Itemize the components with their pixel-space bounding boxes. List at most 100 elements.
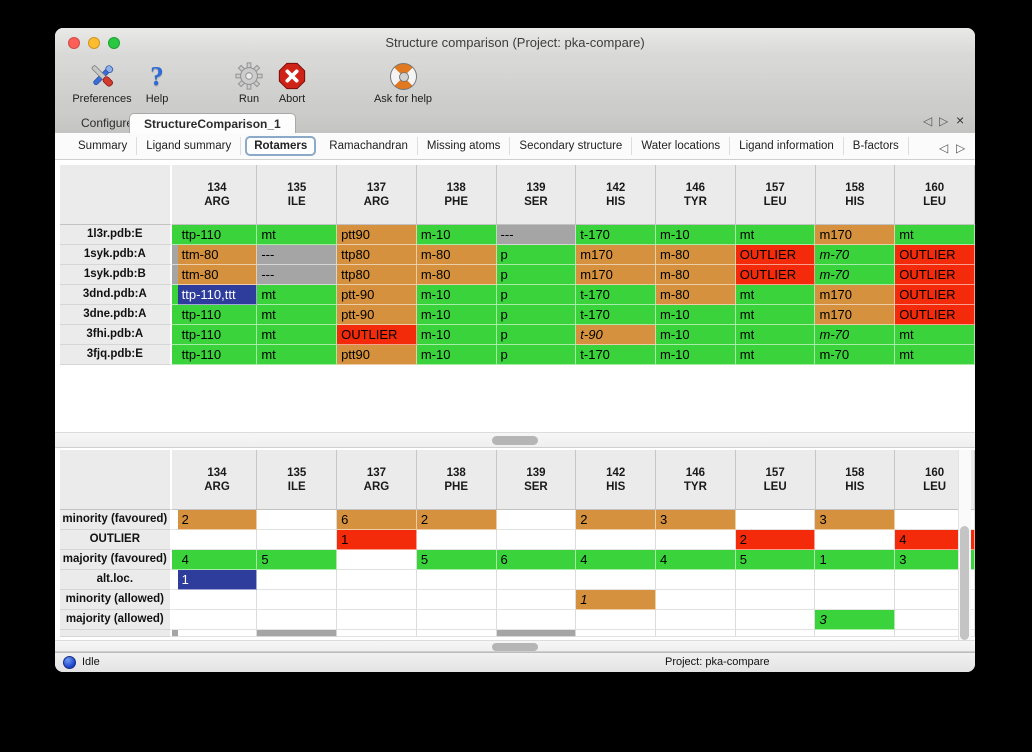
count-cell[interactable] bbox=[496, 510, 577, 530]
column-header[interactable]: 139 SER bbox=[496, 165, 577, 225]
splitter-handle[interactable] bbox=[492, 436, 538, 445]
count-cell[interactable] bbox=[735, 570, 816, 590]
subtab-ligand-information[interactable]: Ligand information bbox=[730, 137, 844, 155]
rotamer-cell[interactable]: m-70 bbox=[815, 265, 896, 285]
count-cell[interactable] bbox=[177, 590, 258, 610]
subtab-b-factors[interactable]: B-factors bbox=[844, 137, 909, 155]
count-cell[interactable]: 5 bbox=[257, 550, 338, 570]
rotamer-cell[interactable]: m170 bbox=[815, 305, 896, 325]
count-cell[interactable]: 6 bbox=[337, 510, 417, 530]
rotamer-cell[interactable]: ttp80 bbox=[337, 245, 417, 265]
count-cell[interactable] bbox=[257, 590, 338, 610]
count-cell[interactable] bbox=[735, 590, 816, 610]
column-header[interactable]: 135 ILE bbox=[257, 450, 338, 510]
count-cell[interactable]: 1 bbox=[576, 590, 657, 610]
bottom-splitter-handle[interactable] bbox=[492, 643, 538, 651]
count-cell[interactable] bbox=[815, 590, 896, 610]
column-header[interactable]: 146 TYR bbox=[656, 165, 736, 225]
count-cell[interactable] bbox=[416, 530, 497, 550]
column-header[interactable]: 142 HIS bbox=[576, 450, 657, 510]
bottom-splitter[interactable] bbox=[55, 640, 975, 652]
column-header[interactable]: 138 PHE bbox=[416, 165, 497, 225]
rotamer-cell[interactable]: m-80 bbox=[656, 285, 736, 305]
count-cell[interactable] bbox=[735, 610, 816, 630]
count-cell[interactable] bbox=[416, 590, 497, 610]
count-cell[interactable]: 4 bbox=[576, 550, 657, 570]
row-header[interactable]: 3fjq.pdb:E bbox=[60, 345, 172, 365]
row-header[interactable]: 1l3r.pdb:E bbox=[60, 225, 172, 245]
rotamer-cell[interactable]: mt bbox=[735, 225, 816, 245]
rotamer-cell[interactable]: m-80 bbox=[416, 265, 497, 285]
rotamer-cell[interactable]: m-10 bbox=[656, 345, 736, 365]
count-cell[interactable] bbox=[895, 510, 975, 530]
subtab-secondary-structure[interactable]: Secondary structure bbox=[510, 137, 633, 155]
count-cell[interactable] bbox=[656, 530, 736, 550]
rotamer-cell[interactable]: OUTLIER bbox=[895, 245, 975, 265]
rotamer-cell[interactable]: mt bbox=[735, 285, 816, 305]
rotamer-cell[interactable]: m170 bbox=[815, 225, 896, 245]
rotamer-cell[interactable]: OUTLIER bbox=[895, 285, 975, 305]
rotamer-cell[interactable]: t-170 bbox=[576, 225, 657, 245]
row-header[interactable]: 3fhi.pdb:A bbox=[60, 325, 172, 345]
column-header[interactable]: 142 HIS bbox=[576, 165, 657, 225]
close-window-button[interactable] bbox=[68, 37, 80, 49]
preferences-button[interactable]: Preferences bbox=[67, 58, 137, 110]
count-cell[interactable]: 6 bbox=[496, 550, 577, 570]
column-header[interactable]: 157 LEU bbox=[735, 165, 816, 225]
count-cell[interactable]: 4 bbox=[656, 550, 736, 570]
count-cell[interactable] bbox=[257, 530, 338, 550]
count-cell[interactable] bbox=[496, 610, 577, 630]
count-cell[interactable]: 5 bbox=[735, 550, 816, 570]
column-header[interactable]: 134 ARG bbox=[177, 450, 258, 510]
rotamer-cell[interactable]: m-70 bbox=[815, 325, 896, 345]
minimize-window-button[interactable] bbox=[88, 37, 100, 49]
rotamer-cell[interactable]: ttp-110 bbox=[177, 325, 258, 345]
rotamer-cell[interactable]: mt bbox=[257, 285, 338, 305]
count-cell[interactable]: 3 bbox=[895, 550, 975, 570]
rotamer-cell[interactable]: m170 bbox=[815, 285, 896, 305]
rotamer-cell[interactable]: ttp-110,ttt bbox=[177, 285, 258, 305]
rotamer-cell[interactable]: m-10 bbox=[656, 305, 736, 325]
prev-tab-icon[interactable]: ◁ bbox=[923, 114, 933, 128]
count-cell[interactable] bbox=[895, 570, 975, 590]
rotamer-cell[interactable]: p bbox=[496, 305, 577, 325]
count-cell[interactable] bbox=[496, 570, 577, 590]
count-cell[interactable] bbox=[416, 610, 497, 630]
row-header[interactable]: alt.loc. bbox=[60, 570, 172, 590]
rotamer-cell[interactable]: t-170 bbox=[576, 305, 657, 325]
rotamer-cell[interactable]: p bbox=[496, 325, 577, 345]
subtab-ligand-summary[interactable]: Ligand summary bbox=[137, 137, 242, 155]
run-button[interactable]: Run bbox=[229, 58, 269, 110]
count-cell[interactable]: 4 bbox=[177, 550, 258, 570]
rotamer-cell[interactable]: ptt90 bbox=[337, 345, 417, 365]
rotamer-cell[interactable]: p bbox=[496, 285, 577, 305]
rotamer-cell[interactable]: OUTLIER bbox=[895, 265, 975, 285]
count-cell[interactable] bbox=[337, 550, 417, 570]
count-cell[interactable] bbox=[496, 590, 577, 610]
rotamer-cell[interactable]: t-170 bbox=[576, 285, 657, 305]
count-cell[interactable]: 1 bbox=[815, 550, 896, 570]
vertical-scrollbar-thumb[interactable] bbox=[960, 526, 969, 640]
next-tab-icon[interactable]: ▷ bbox=[939, 114, 949, 128]
rotamer-cell[interactable]: OUTLIER bbox=[337, 325, 417, 345]
rotamer-cell[interactable]: t-90 bbox=[576, 325, 657, 345]
rotamer-cell[interactable]: ttm-80 bbox=[177, 265, 258, 285]
count-cell[interactable]: 2 bbox=[576, 510, 657, 530]
column-header[interactable]: 137 ARG bbox=[337, 165, 417, 225]
row-header[interactable]: 1syk.pdb:B bbox=[60, 265, 172, 285]
count-cell[interactable] bbox=[337, 610, 417, 630]
rotamer-cell[interactable]: m-80 bbox=[416, 245, 497, 265]
row-header[interactable]: majority (favoured) bbox=[60, 550, 172, 570]
rotamer-cell[interactable]: mt bbox=[257, 345, 338, 365]
rotamer-cell[interactable]: m-10 bbox=[656, 225, 736, 245]
rotamer-cell[interactable]: ttp80 bbox=[337, 265, 417, 285]
rotamer-cell[interactable]: m-80 bbox=[656, 265, 736, 285]
rotamer-cell[interactable]: mt bbox=[735, 345, 816, 365]
rotamer-cell[interactable]: m170 bbox=[576, 265, 657, 285]
subtab-ramachandran[interactable]: Ramachandran bbox=[320, 137, 418, 155]
ask-for-help-button[interactable]: Ask for help bbox=[361, 58, 445, 110]
rotamer-cell[interactable]: p bbox=[496, 265, 577, 285]
rotamer-cell[interactable]: p bbox=[496, 345, 577, 365]
count-cell[interactable] bbox=[496, 530, 577, 550]
count-cell[interactable] bbox=[257, 570, 338, 590]
